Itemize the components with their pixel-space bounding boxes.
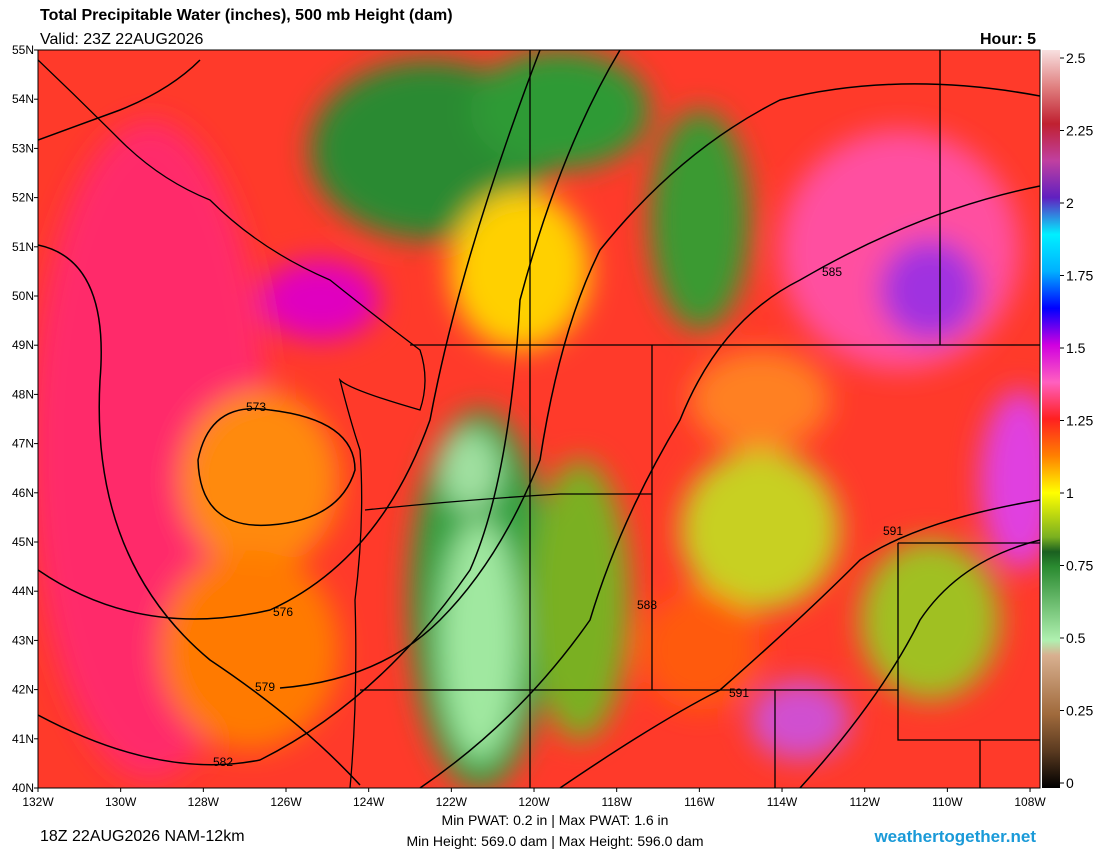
longitude-label: 122W [436, 795, 468, 809]
valid-time: Valid: 23Z 22AUG2026 [40, 31, 203, 48]
colorbar-label: 1.75 [1066, 268, 1093, 284]
latitude-label: 46N [12, 486, 34, 500]
height-range: Min Height: 569.0 dam | Max Height: 596.… [406, 833, 703, 849]
longitude-label: 120W [518, 795, 550, 809]
colorbar-label: 0.75 [1066, 558, 1093, 574]
longitude-label: 128W [188, 795, 220, 809]
colorbar-label: 1.5 [1066, 340, 1086, 356]
colorbar-label: 1.25 [1066, 413, 1093, 429]
longitude-label: 130W [105, 795, 137, 809]
longitude-label: 110W [932, 795, 963, 809]
colorbar-label: 2.5 [1066, 50, 1086, 66]
longitude-label: 118W [601, 795, 632, 809]
contour-label: 585 [822, 265, 842, 279]
colorbar-label: 0 [1066, 775, 1074, 791]
contour-label: 591 [729, 686, 749, 700]
latitude-label: 43N [12, 633, 34, 647]
latitude-label: 53N [12, 141, 34, 155]
contour-label: 576 [273, 605, 293, 619]
latitude-label: 54N [12, 92, 34, 106]
contour-label: 573 [246, 400, 266, 414]
longitude-label: 132W [22, 795, 54, 809]
latitude-label: 41N [12, 732, 34, 746]
contour-label: 591 [883, 524, 903, 538]
latitude-label: 51N [12, 240, 34, 254]
latitude-label: 48N [12, 387, 34, 401]
longitude-label: 114W [767, 795, 798, 809]
latitude-label: 45N [12, 535, 34, 549]
latitude-label: 42N [12, 683, 34, 697]
longitude-label: 124W [353, 795, 385, 809]
latitude-label: 50N [12, 289, 34, 303]
map-frame [37, 49, 1041, 789]
colorbar-label: 0.25 [1066, 703, 1093, 719]
title: Total Precipitable Water (inches), 500 m… [40, 7, 453, 24]
latitude-label: 47N [12, 437, 34, 451]
latitude-label: 49N [12, 338, 34, 352]
latitude-label: 44N [12, 584, 34, 598]
longitude-label: 108W [1014, 795, 1046, 809]
longitude-label: 112W [849, 795, 880, 809]
pwat-range: Min PWAT: 0.2 in | Max PWAT: 1.6 in [442, 812, 669, 828]
colorbar-label: 1 [1066, 485, 1074, 501]
credit: weathertogether.net [873, 827, 1036, 846]
latitude-label: 55N [12, 43, 34, 57]
colorbar-label: 0.5 [1066, 630, 1086, 646]
colorbar [1042, 50, 1060, 788]
contour-label: 588 [637, 598, 657, 612]
contour-label: 579 [255, 680, 275, 694]
latitude-label: 52N [12, 191, 34, 205]
colorbar-label: 2 [1066, 195, 1074, 211]
forecast-hour: Hour: 5 [980, 31, 1036, 48]
contour-label: 582 [213, 755, 233, 769]
colorbar-label: 2.25 [1066, 123, 1093, 139]
longitude-label: 116W [684, 795, 715, 809]
pwat-field [38, 50, 1040, 788]
model-run: 18Z 22AUG2026 NAM-12km [40, 828, 245, 845]
latitude-label: 40N [12, 781, 34, 795]
longitude-label: 126W [270, 795, 302, 809]
